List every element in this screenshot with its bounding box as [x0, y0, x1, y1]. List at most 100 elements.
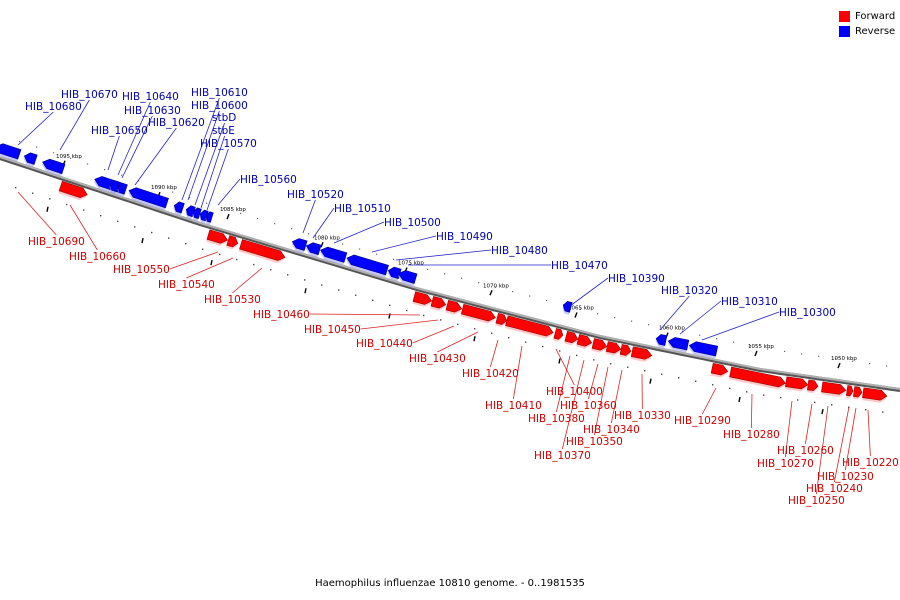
gene-arrow: [412, 291, 433, 307]
gene-label: HIB_10480: [491, 245, 548, 257]
minor-tick-dot: [36, 146, 38, 148]
major-tick: [304, 288, 307, 294]
leader-line: [555, 348, 575, 386]
minor-tick-dot: [801, 353, 803, 355]
gene-arrow: [495, 312, 508, 327]
backbone-major-ticks: [46, 160, 841, 415]
minor-tick-dot: [338, 289, 340, 291]
forward-swatch: [839, 11, 850, 22]
gene-label: HIB_10270: [757, 458, 814, 470]
minor-tick-dot: [712, 384, 714, 386]
minor-tick-dot: [831, 404, 833, 406]
gene-arrow: [619, 344, 632, 358]
minor-tick-dot: [869, 363, 871, 365]
leader-line: [555, 355, 571, 413]
gene-arrow: [305, 242, 322, 258]
minor-tick-dot: [359, 248, 361, 250]
tick-label: 1050 kbp: [831, 356, 857, 362]
gene-arrow: [460, 303, 496, 324]
minor-tick-dot: [644, 370, 646, 372]
leader-line: [312, 207, 335, 239]
minor-tick-dot: [610, 363, 612, 365]
leader-line: [867, 409, 871, 457]
minor-tick-dot: [15, 186, 17, 189]
legend-label-forward: Forward: [855, 11, 896, 22]
minor-tick-dot: [542, 345, 544, 348]
legend-item-reverse: Reverse: [839, 24, 895, 39]
minor-tick-dot: [529, 295, 531, 297]
gene-arrow: [23, 152, 38, 167]
figure-caption: Haemophilus influenzae 10810 genome. - 0…: [315, 578, 585, 589]
minor-tick-dot: [648, 324, 650, 326]
minor-tick-dot: [117, 220, 119, 223]
minor-tick-dot: [763, 394, 765, 396]
gene-label: HIB_10250: [788, 495, 845, 507]
gene-label: HIB_10620: [148, 117, 205, 129]
gene-arrow: [564, 330, 579, 346]
leader-line: [200, 135, 225, 209]
gene-label: stbD: [212, 112, 236, 124]
kbp-tick-labels: 1095 kbp 1090 kbp 1085 kbp 1080 kbp 1075 kbp…: [56, 154, 857, 362]
gene-arrow: [806, 379, 819, 394]
major-tick: [46, 206, 49, 212]
minor-tick-dot: [474, 328, 476, 330]
gene-label: HIB_10460: [253, 309, 310, 321]
leader-line: [784, 400, 793, 458]
major-tick: [489, 290, 493, 296]
leader-line: [69, 204, 98, 251]
minor-tick-dot: [325, 238, 327, 240]
minor-tick-dot: [512, 290, 514, 293]
backbone-minor-ticks: [15, 140, 888, 413]
minor-tick-dot: [495, 286, 497, 288]
tick-label: 1075 kbp: [398, 261, 424, 267]
gene-arrow: [688, 341, 719, 359]
gene-label: HIB_10630: [124, 105, 181, 117]
minor-tick-dot: [87, 163, 89, 165]
leader-line: [187, 110, 220, 201]
gene-arrow: [710, 362, 729, 378]
minor-tick-dot: [784, 350, 786, 353]
minor-tick-dot: [155, 185, 157, 188]
gene-label: HIB_10230: [817, 471, 874, 483]
gene-arrow: [291, 238, 308, 253]
leader-line: [134, 127, 177, 186]
gene-arrow: [862, 387, 888, 403]
minor-tick-dot: [427, 268, 429, 270]
gene-label: HIB_10450: [304, 324, 361, 336]
major-tick: [754, 350, 758, 357]
leader-line: [593, 366, 609, 436]
minor-tick-dot: [406, 309, 408, 312]
label-leader-lines: [17, 97, 871, 495]
gene-label: HIB_10690: [28, 236, 85, 248]
tick-label: 1065 kbp: [568, 305, 594, 311]
gene-label: HIB_10680: [25, 101, 82, 113]
leader-line: [395, 249, 492, 261]
leader-line: [701, 311, 780, 341]
gene-label: HIB_10310: [721, 296, 778, 308]
legend: Forward Reverse: [839, 9, 895, 39]
leader-line: [844, 407, 857, 471]
minor-tick-dot: [240, 212, 242, 214]
major-tick: [473, 336, 476, 342]
leader-line: [412, 325, 455, 344]
leader-line: [371, 235, 437, 253]
gene-arrow: [667, 337, 690, 353]
gene-label: HIB_10300: [779, 307, 836, 319]
tick-label: 1085 kbp: [220, 207, 246, 213]
minor-tick-dot: [53, 152, 55, 154]
gene-arrow: [109, 180, 120, 194]
leader-line: [206, 148, 229, 211]
gene-arrow: [205, 211, 214, 225]
minor-tick-dot: [593, 359, 595, 361]
minor-tick-dot: [104, 169, 106, 171]
leader-line: [815, 405, 829, 495]
gene-arrow: [226, 235, 239, 250]
minor-tick-dot: [699, 334, 701, 336]
gene-arrow: [41, 158, 66, 177]
minor-tick-dot: [597, 313, 599, 315]
leader-line: [659, 295, 690, 331]
gene-label: HIB_10390: [608, 273, 665, 285]
minor-tick-dot: [236, 258, 238, 261]
minor-tick-dot: [767, 348, 769, 350]
